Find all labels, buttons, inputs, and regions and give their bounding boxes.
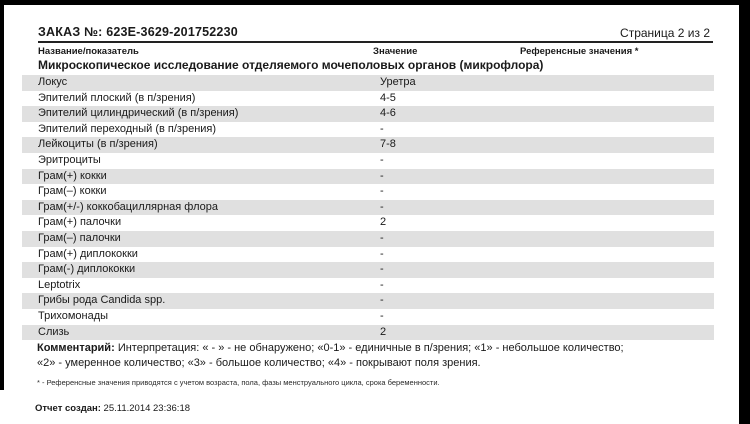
parameter-value: 4-6 xyxy=(380,107,396,120)
section-title: Микроскопическое исследование отделяемог… xyxy=(38,58,544,72)
order-number: ЗАКАЗ №: 623E-3629-201752230 xyxy=(38,25,238,39)
report-created-label: Отчет создан: xyxy=(35,403,101,414)
parameter-name: Грам(+/-) коккобациллярная флора xyxy=(38,200,219,213)
parameter-value: - xyxy=(380,200,384,213)
parameter-name: Грам(+) кокки xyxy=(38,169,107,182)
table-row: Грам(+/-) коккобациллярная флора - xyxy=(22,199,714,216)
parameter-name: Грам(+) палочки xyxy=(38,216,122,229)
table-column-headers: Название/показатель Значение Референсные… xyxy=(0,46,750,58)
parameter-name: Лейкоциты (в п/зрения) xyxy=(38,138,158,151)
results-table-body: Локус Уретра Эпителий плоский (в п/зрени… xyxy=(22,75,714,341)
parameter-name: Слизь xyxy=(38,325,70,338)
parameter-value: - xyxy=(380,278,384,291)
table-row: Leptotrix - xyxy=(22,278,714,294)
table-row: Грам(+) диплококки - xyxy=(22,247,714,263)
parameter-name: Эпителий переходный (в п/зрения) xyxy=(38,122,217,135)
parameter-value: - xyxy=(380,309,384,322)
parameter-value: - xyxy=(380,185,384,198)
parameter-value: - xyxy=(380,169,384,182)
parameter-name: Грам(+) диплококки xyxy=(38,247,138,260)
comment-line1: Интерпретация: « - » - не обнаружено; «0… xyxy=(117,342,624,354)
parameter-value: 2 xyxy=(380,325,387,338)
parameter-value: - xyxy=(380,294,384,307)
column-header-reference: Референсные значения * xyxy=(520,46,639,57)
column-header-value: Значение xyxy=(373,46,418,57)
parameter-value: - xyxy=(380,247,384,260)
comment-line2: «2» - умеренное количество; «3» - большо… xyxy=(37,357,481,369)
table-row: Трихомонады - xyxy=(22,309,714,325)
table-row: Эпителий цилиндрический (в п/зрения) 4-6 xyxy=(22,106,714,122)
parameter-value: - xyxy=(380,263,384,276)
report-created-timestamp: 25.11.2014 23:36:18 xyxy=(103,403,191,414)
table-row: Эпителий переходный (в п/зрения) - xyxy=(22,122,714,138)
table-row: Грам(-) диплококки - xyxy=(22,262,714,278)
parameter-name: Грам(–) кокки xyxy=(38,185,107,198)
parameter-value: 7-8 xyxy=(380,138,396,151)
table-row: Слизь 2 xyxy=(22,324,714,341)
table-row: Лейкоциты (в п/зрения) 7-8 xyxy=(22,137,714,153)
screen-bar-right xyxy=(739,5,750,424)
parameter-value: 2 xyxy=(380,216,387,229)
table-row: Грам(+) палочки 2 xyxy=(22,215,714,231)
header-divider xyxy=(38,41,713,43)
parameter-name: Эритроциты xyxy=(38,153,101,166)
parameter-name: Эпителий плоский (в п/зрения) xyxy=(38,91,196,104)
table-row: Эритроциты - xyxy=(22,153,714,169)
parameter-name: Грибы рода Candida spp. xyxy=(38,294,166,307)
column-header-name: Название/показатель xyxy=(38,46,139,57)
table-row: Грам(–) кокки - xyxy=(22,184,714,200)
parameter-value: - xyxy=(380,231,384,244)
table-row: Грам(+) кокки - xyxy=(22,168,714,185)
table-row: Локус Уретра xyxy=(22,75,714,91)
page-indicator: Страница 2 из 2 xyxy=(620,26,710,40)
table-row: Эпителий плоский (в п/зрения) 4-5 xyxy=(22,91,714,107)
reference-footnote: * - Референсные значения приводятся с уч… xyxy=(37,378,440,387)
parameter-name: Трихомонады xyxy=(38,309,109,322)
parameter-name: Leptotrix xyxy=(38,278,81,291)
parameter-value: - xyxy=(380,122,384,135)
report-created: Отчет создан: 25.11.2014 23:36:18 xyxy=(35,403,190,414)
table-row: Грибы рода Candida spp. - xyxy=(22,293,714,309)
comment-label: Комментарий: xyxy=(37,342,115,354)
parameter-name: Грам(-) диплококки xyxy=(38,263,136,276)
parameter-name: Эпителий цилиндрический (в п/зрения) xyxy=(38,107,239,120)
comment-block: Комментарий: Интерпретация: « - » - не о… xyxy=(37,341,727,371)
table-row: Грам(–) палочки - xyxy=(22,230,714,247)
parameter-value: Уретра xyxy=(380,76,416,88)
screen-bar-left xyxy=(0,5,4,390)
parameter-value: - xyxy=(380,153,384,166)
parameter-name: Локус xyxy=(38,76,68,88)
parameter-name: Грам(–) палочки xyxy=(38,231,121,244)
screen-bar-top xyxy=(0,0,750,5)
parameter-value: 4-5 xyxy=(380,91,396,104)
